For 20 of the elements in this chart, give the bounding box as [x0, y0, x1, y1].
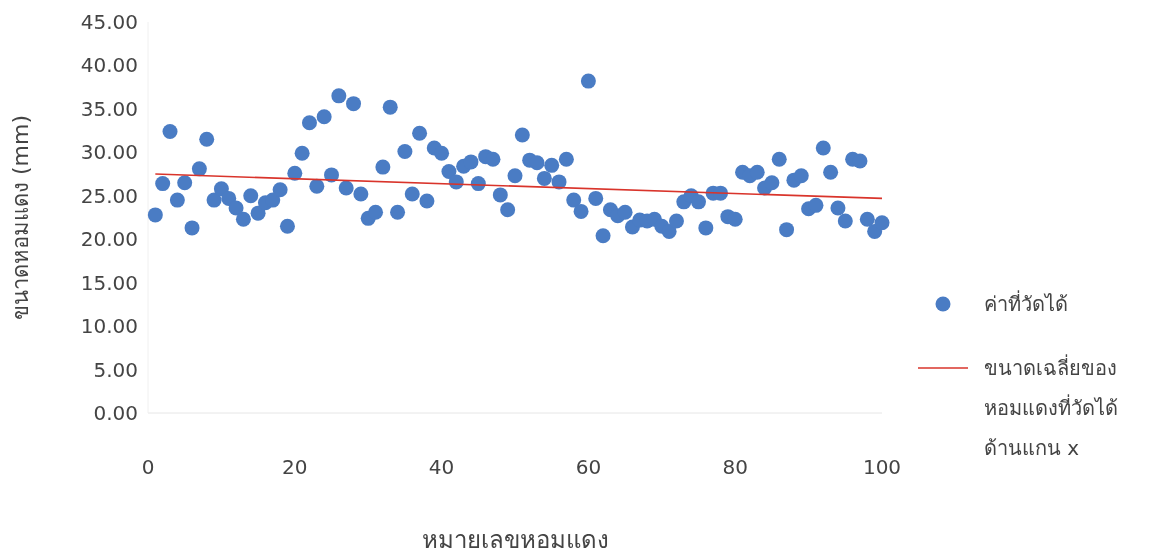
x-tick-label: 80 [722, 455, 748, 479]
x-tick-label: 40 [428, 455, 455, 479]
y-tick-label: 5.00 [93, 357, 138, 382]
x-tick-label: 100 [862, 455, 902, 479]
y-tick-label: 45.00 [80, 10, 138, 34]
y-tick-label: 40.00 [80, 53, 138, 78]
y-tick-label: 25.00 [80, 183, 138, 208]
y-tick-label: 30.00 [80, 140, 138, 165]
legend-label: ขนาดเฉลี่ยของหอมแดงที่วัดได้ด้านแกน x [984, 353, 1119, 462]
y-tick-label: 0.00 [93, 401, 138, 425]
legend-label: ค่าที่วัดได้ [984, 289, 1069, 318]
y-tick-label: 20.00 [80, 227, 138, 252]
y-tick-label: 10.00 [80, 314, 138, 339]
y-tick-label: 35.00 [80, 96, 138, 121]
y-axis-title: ขนาดหอมแดง (mm) [8, 114, 33, 321]
x-tick-label: 0 [141, 455, 155, 479]
x-tick-label: 60 [575, 455, 602, 479]
x-tick-label: 20 [282, 455, 308, 479]
y-tick-label: 15.00 [80, 270, 138, 295]
x-axis-title: หมายเลขหอมแดง [421, 526, 609, 554]
